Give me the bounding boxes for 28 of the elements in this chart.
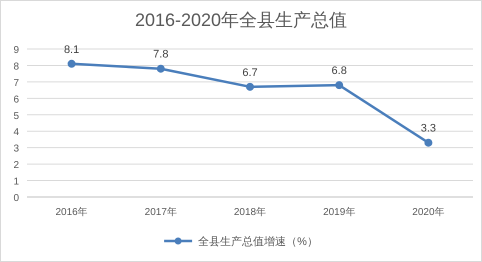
data-label: 8.1 bbox=[64, 44, 80, 56]
legend: 全县生产总值增速（%） bbox=[164, 236, 318, 248]
point bbox=[246, 82, 254, 91]
x-tick-label: 2018年 bbox=[234, 206, 266, 218]
y-tick-label: 3 bbox=[13, 144, 20, 155]
x-tick-label: 2019年 bbox=[323, 206, 356, 218]
point bbox=[424, 138, 432, 147]
y-tick-label: 4 bbox=[13, 127, 20, 138]
y-tick-label: 0 bbox=[13, 193, 20, 204]
y-tick-label: 2 bbox=[13, 160, 20, 172]
data-label: 3.3 bbox=[420, 122, 436, 135]
y-tick-label: 9 bbox=[13, 45, 20, 56]
chart-title: 2016-2020年全县生产总值 bbox=[134, 10, 348, 30]
point bbox=[156, 64, 165, 73]
y-tick-label: 5 bbox=[13, 110, 20, 122]
y-tick-label: 7 bbox=[13, 78, 20, 89]
x-tick-label: 2020年 bbox=[412, 206, 445, 218]
point bbox=[335, 81, 344, 90]
data-label: 6.8 bbox=[332, 65, 347, 78]
y-tick-label: 1 bbox=[13, 176, 20, 188]
data-label: 7.8 bbox=[153, 48, 168, 61]
x-tick-label: 2016年 bbox=[55, 206, 88, 218]
x-tick-label: 2017年 bbox=[144, 206, 177, 218]
y-tick-label: 6 bbox=[13, 94, 20, 106]
y-tick-label: 8 bbox=[13, 61, 20, 72]
data-label: 6.7 bbox=[242, 66, 258, 79]
point bbox=[68, 60, 76, 68]
legend-label: 全县生产总值增速（%） bbox=[198, 235, 318, 248]
